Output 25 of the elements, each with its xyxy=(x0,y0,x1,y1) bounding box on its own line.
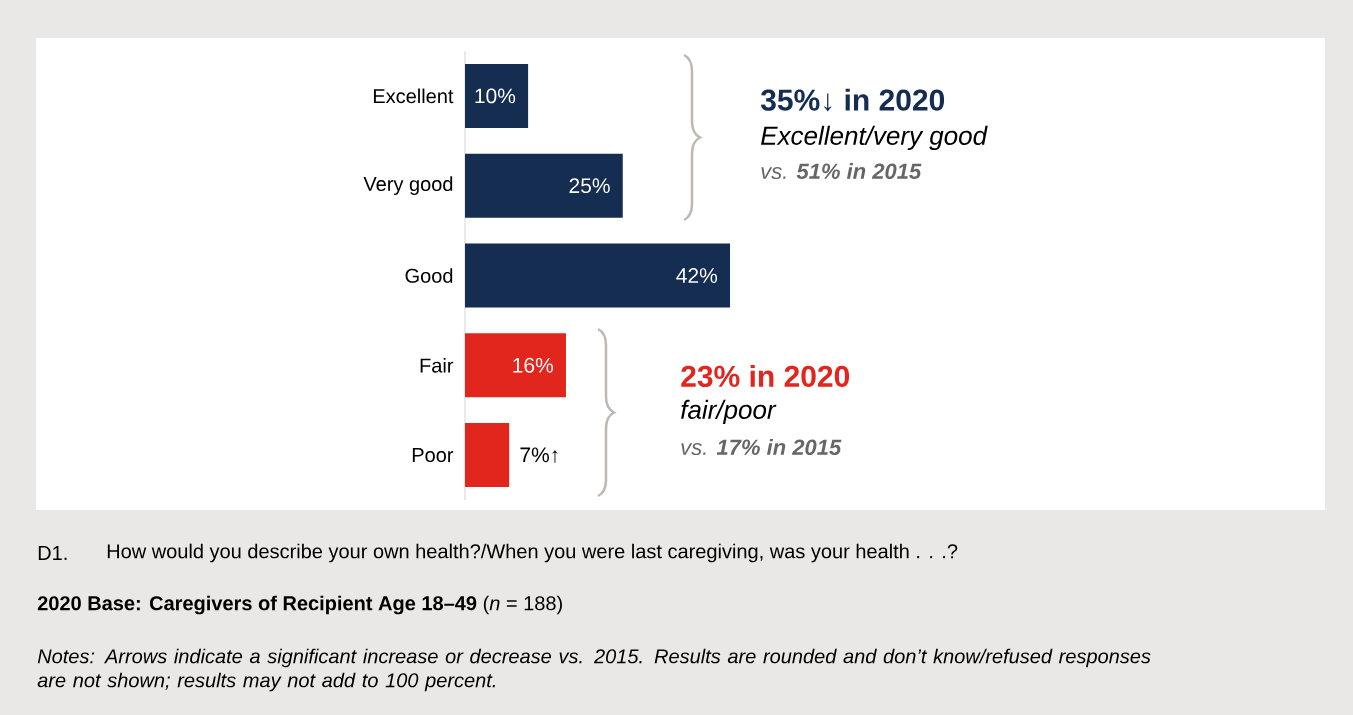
annotation: fair/poor xyxy=(681,399,777,425)
y-tick-label: Excellent xyxy=(373,88,454,104)
text: How would you describe your own health?/When you were last caregiving, was your health . . .? xyxy=(107,543,958,563)
y-tick-label: Good xyxy=(405,268,453,283)
y-tick-label: Fair xyxy=(420,357,454,373)
text: 2020 Base: Caregivers of Recipient Age 18–49 (n = 188) xyxy=(37,595,562,615)
data-label: 7%↑ xyxy=(520,447,558,463)
text: Notes: Arrows indicate a significant increase or decrease vs. 2015. Results are rounded and don’t know/refused responses are not shown; results may not add to 100 percent. xyxy=(37,648,1151,692)
y-tick-label: Very good xyxy=(363,176,453,196)
bar xyxy=(465,153,623,218)
text: Excellent/very good xyxy=(761,125,988,151)
bar xyxy=(465,63,529,128)
data-label: 42% xyxy=(676,268,718,283)
bar xyxy=(465,333,566,398)
y-tick-label: Poor xyxy=(412,448,454,463)
data-label: 16% xyxy=(513,357,554,373)
text: 35%↓ in 2020 xyxy=(760,88,945,112)
annotation: vs. 17% in 2015 xyxy=(681,438,842,456)
data-label: 25% xyxy=(569,178,610,194)
annotation: 23% in 2020 xyxy=(681,364,850,388)
text: D1. xyxy=(38,546,67,560)
bar xyxy=(465,243,731,308)
bar xyxy=(465,423,510,488)
data-label: 10% xyxy=(475,88,516,104)
text: vs. 51% in 2015 xyxy=(761,162,922,180)
